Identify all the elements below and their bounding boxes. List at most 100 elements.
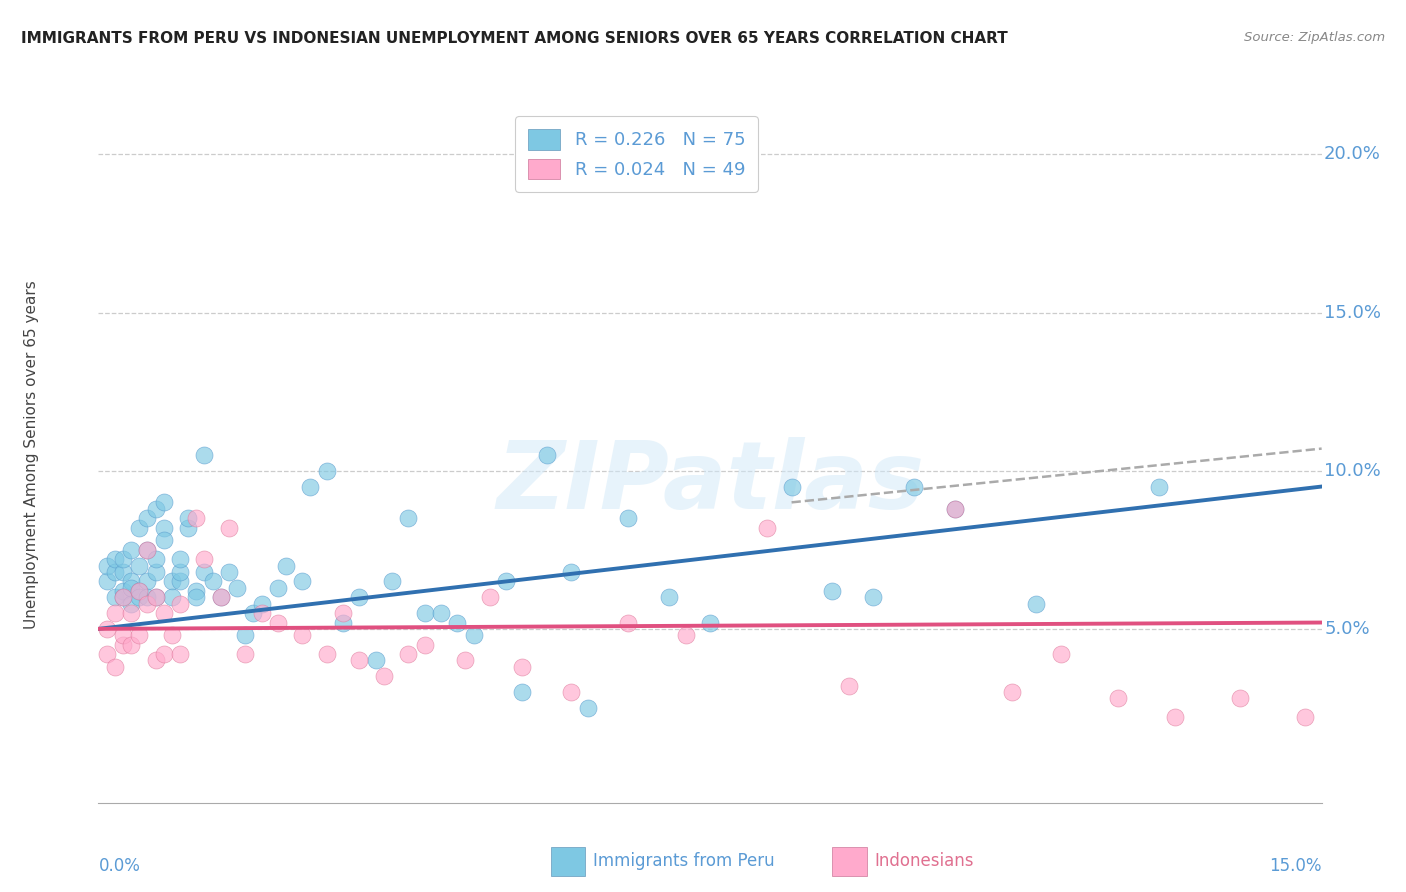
Point bbox=[128, 558, 150, 573]
Point bbox=[104, 552, 127, 566]
Point bbox=[699, 615, 721, 630]
Text: ZIPatlas: ZIPatlas bbox=[496, 437, 924, 529]
Point bbox=[111, 638, 134, 652]
Text: Unemployment Among Seniors over 65 years: Unemployment Among Seniors over 65 years bbox=[24, 281, 38, 629]
Point bbox=[267, 581, 290, 595]
Point bbox=[315, 647, 337, 661]
Point bbox=[186, 583, 208, 598]
Point bbox=[1001, 685, 1024, 699]
Point bbox=[756, 521, 779, 535]
Point bbox=[96, 574, 118, 589]
Point bbox=[111, 591, 134, 605]
Point bbox=[96, 647, 118, 661]
Point bbox=[617, 615, 640, 630]
Point bbox=[152, 533, 174, 548]
Point bbox=[136, 591, 159, 605]
Point bbox=[177, 511, 200, 525]
Point bbox=[430, 606, 453, 620]
Point bbox=[169, 597, 191, 611]
Point bbox=[315, 464, 337, 478]
Point bbox=[373, 669, 395, 683]
Point bbox=[136, 511, 159, 525]
Point bbox=[145, 591, 167, 605]
Point bbox=[152, 647, 174, 661]
Point bbox=[576, 701, 599, 715]
Point bbox=[128, 583, 150, 598]
Text: 15.0%: 15.0% bbox=[1324, 303, 1381, 322]
Text: Source: ZipAtlas.com: Source: ZipAtlas.com bbox=[1244, 31, 1385, 45]
Point bbox=[1025, 597, 1047, 611]
Point bbox=[193, 448, 215, 462]
Point bbox=[903, 479, 925, 493]
Point bbox=[291, 628, 314, 642]
Point bbox=[675, 628, 697, 642]
Point bbox=[821, 583, 844, 598]
Point bbox=[299, 479, 322, 493]
Point bbox=[274, 558, 297, 573]
Point bbox=[104, 660, 127, 674]
Point bbox=[209, 591, 232, 605]
Point bbox=[186, 591, 208, 605]
Text: 5.0%: 5.0% bbox=[1324, 620, 1369, 638]
Point bbox=[145, 591, 167, 605]
Point bbox=[145, 565, 167, 579]
Point bbox=[413, 638, 436, 652]
Point bbox=[120, 638, 142, 652]
Point bbox=[349, 653, 371, 667]
Point bbox=[209, 591, 232, 605]
Point bbox=[560, 565, 582, 579]
Point bbox=[1229, 691, 1251, 706]
Point bbox=[169, 552, 191, 566]
Point bbox=[145, 552, 167, 566]
Point bbox=[463, 628, 485, 642]
Point bbox=[250, 597, 273, 611]
Text: IMMIGRANTS FROM PERU VS INDONESIAN UNEMPLOYMENT AMONG SENIORS OVER 65 YEARS CORR: IMMIGRANTS FROM PERU VS INDONESIAN UNEMP… bbox=[21, 31, 1008, 46]
Point bbox=[120, 542, 142, 557]
Point bbox=[446, 615, 468, 630]
Point bbox=[617, 511, 640, 525]
Point bbox=[233, 647, 256, 661]
Point bbox=[291, 574, 314, 589]
Point bbox=[136, 542, 159, 557]
Point bbox=[478, 591, 501, 605]
Point bbox=[495, 574, 517, 589]
Point bbox=[862, 591, 884, 605]
Point bbox=[1164, 710, 1187, 724]
Point bbox=[242, 606, 264, 620]
Point bbox=[111, 565, 134, 579]
Point bbox=[120, 574, 142, 589]
Point bbox=[177, 521, 200, 535]
Point bbox=[536, 448, 558, 462]
Point bbox=[1147, 479, 1170, 493]
Text: 10.0%: 10.0% bbox=[1324, 462, 1381, 480]
Point bbox=[943, 501, 966, 516]
Point bbox=[1294, 710, 1316, 724]
Point bbox=[396, 647, 419, 661]
Point bbox=[396, 511, 419, 525]
Point bbox=[226, 581, 249, 595]
Point bbox=[120, 581, 142, 595]
Point bbox=[120, 606, 142, 620]
Point bbox=[136, 574, 159, 589]
Point bbox=[152, 521, 174, 535]
Point bbox=[152, 495, 174, 509]
Point bbox=[838, 679, 860, 693]
Point bbox=[332, 615, 354, 630]
Point bbox=[332, 606, 354, 620]
Point bbox=[218, 565, 240, 579]
Bar bbox=[832, 847, 866, 876]
Point bbox=[104, 591, 127, 605]
Point bbox=[250, 606, 273, 620]
Point bbox=[233, 628, 256, 642]
Point bbox=[193, 552, 215, 566]
Point bbox=[186, 511, 208, 525]
Point bbox=[381, 574, 404, 589]
Point bbox=[152, 606, 174, 620]
Point bbox=[943, 501, 966, 516]
Point bbox=[413, 606, 436, 620]
Point bbox=[201, 574, 224, 589]
Text: 15.0%: 15.0% bbox=[1270, 856, 1322, 874]
Point bbox=[128, 628, 150, 642]
Point bbox=[169, 647, 191, 661]
Point bbox=[160, 628, 183, 642]
